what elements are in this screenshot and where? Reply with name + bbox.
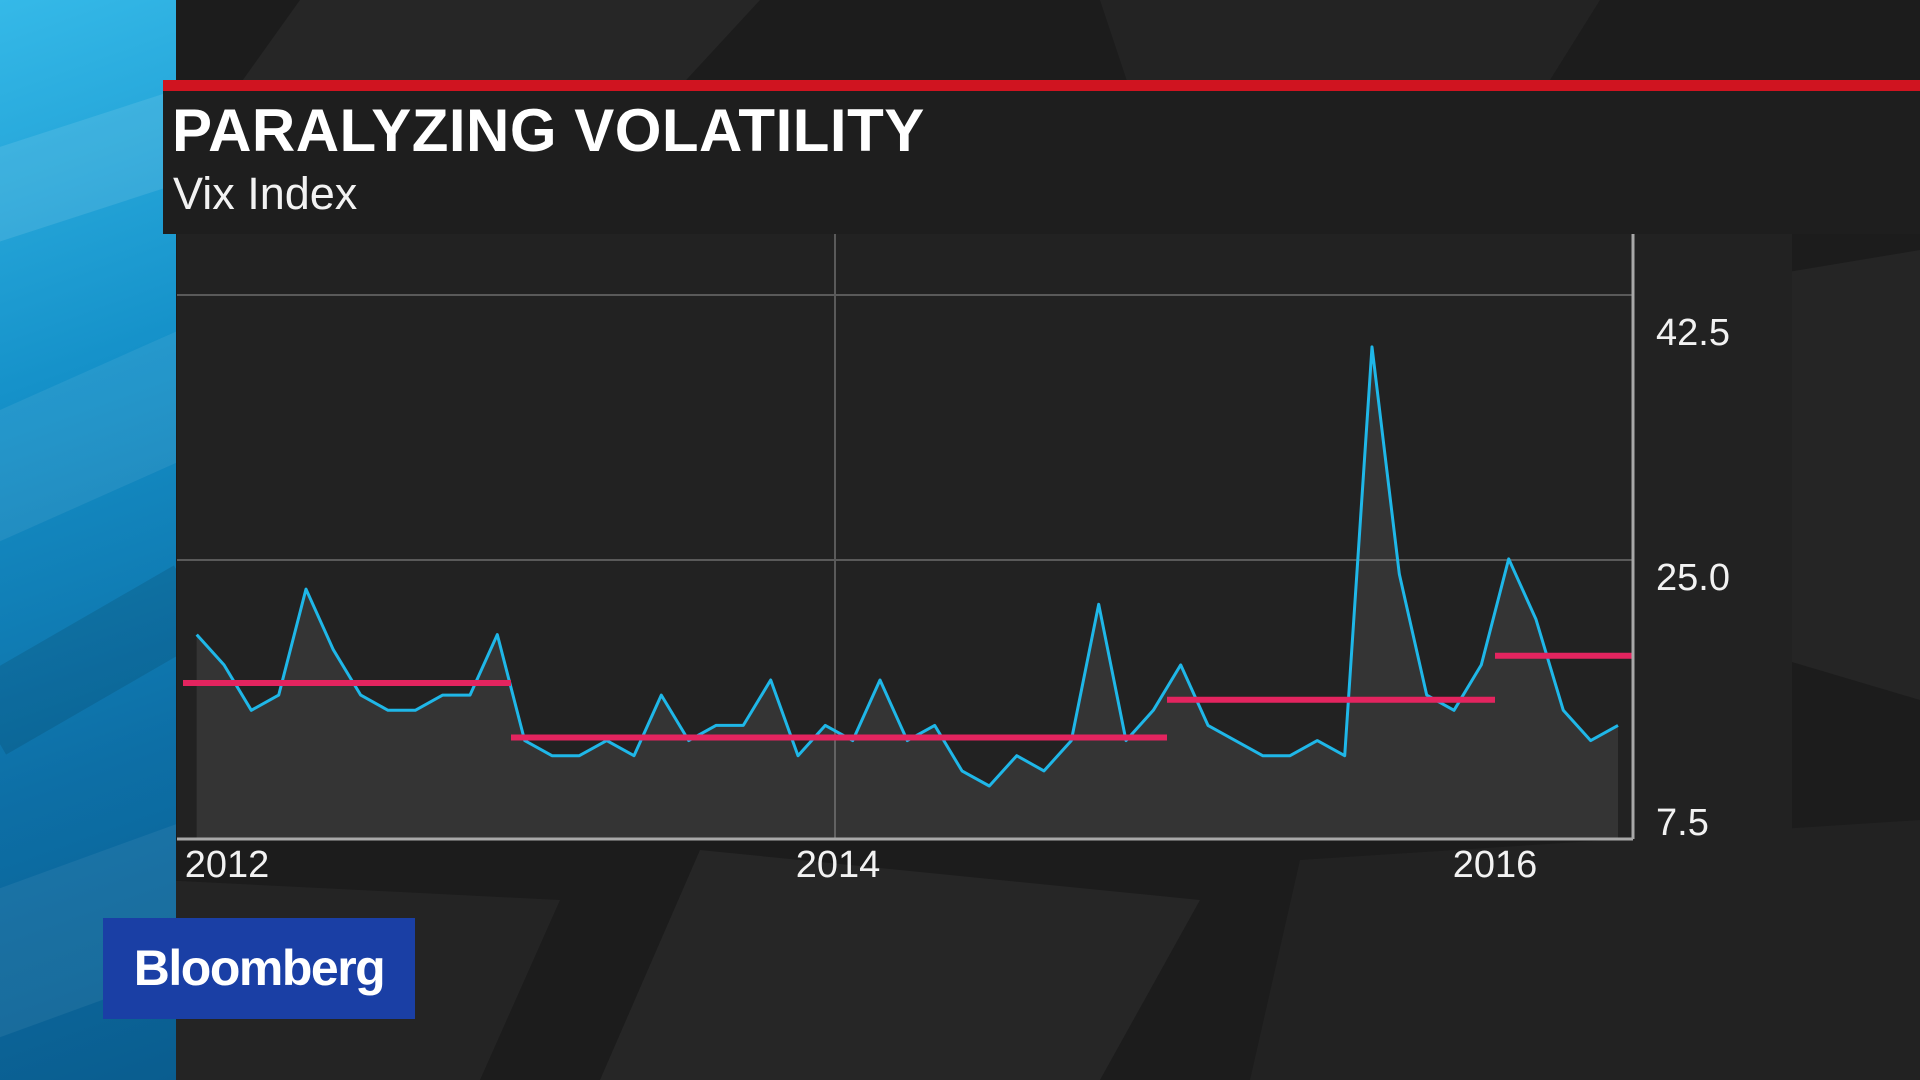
y-tick-label: 7.5 <box>1656 802 1709 844</box>
y-tick-labels: 7.5 25.0 42.5 <box>1656 312 1730 844</box>
chart-title: PARALYZING VOLATILITY <box>172 97 925 164</box>
y-tick-label: 25.0 <box>1656 557 1730 599</box>
header-bar <box>163 80 1920 234</box>
y-tick-label: 42.5 <box>1656 312 1730 354</box>
average-steps <box>183 652 1632 741</box>
left-decorative-strip <box>0 0 176 1080</box>
series-line <box>195 345 1619 788</box>
header-accent-rule <box>163 80 1920 91</box>
x-tick-labels: 2012 2014 2016 <box>185 844 1538 886</box>
chart-subtitle: Vix Index <box>173 168 358 219</box>
x-tick-label: 2012 <box>185 844 270 886</box>
x-tick-label: 2016 <box>1453 844 1538 886</box>
bloomberg-logo <box>103 918 415 1019</box>
bloomberg-logo-text: Bloomberg <box>133 940 386 996</box>
x-tick-label: 2014 <box>796 844 881 886</box>
